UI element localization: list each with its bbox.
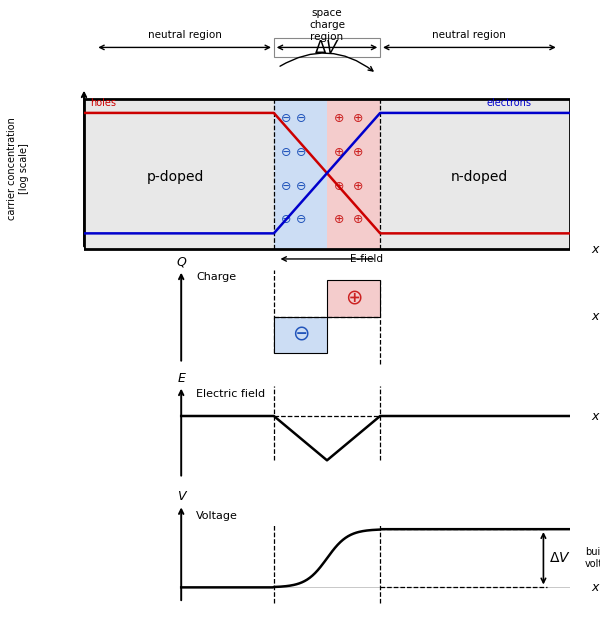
- Text: E: E: [177, 371, 185, 384]
- Text: Electric field: Electric field: [196, 389, 266, 399]
- Text: neutral region: neutral region: [433, 30, 506, 40]
- Text: $\ominus$: $\ominus$: [295, 112, 306, 125]
- Text: $\ominus$: $\ominus$: [280, 213, 291, 227]
- Text: $\ominus$: $\ominus$: [295, 180, 306, 193]
- Text: $\oplus$: $\oplus$: [333, 180, 344, 193]
- Text: $\oplus$: $\oplus$: [345, 288, 362, 308]
- Bar: [274, 39, 380, 57]
- Bar: [327, 99, 380, 249]
- Text: carrier concentration
[log scale]: carrier concentration [log scale]: [7, 117, 29, 220]
- Text: $\ominus$: $\ominus$: [280, 180, 291, 193]
- Text: $\oplus$: $\oplus$: [352, 146, 363, 159]
- Bar: [380, 99, 570, 249]
- Text: p-doped: p-doped: [146, 170, 204, 185]
- Bar: [274, 99, 327, 249]
- Text: electrons: electrons: [487, 98, 532, 108]
- Text: built-in
voltage: built-in voltage: [585, 547, 600, 569]
- FancyArrowPatch shape: [280, 53, 373, 71]
- Text: $\Delta V$: $\Delta V$: [550, 551, 571, 565]
- Text: x: x: [591, 409, 599, 422]
- Text: $\oplus$: $\oplus$: [333, 213, 344, 227]
- Text: Q: Q: [176, 256, 186, 269]
- Text: x: x: [591, 581, 599, 594]
- Text: $\oplus$: $\oplus$: [352, 213, 363, 227]
- Text: V: V: [177, 490, 185, 503]
- Text: $\oplus$: $\oplus$: [333, 146, 344, 159]
- Text: $\oplus$: $\oplus$: [352, 180, 363, 193]
- Text: Voltage: Voltage: [196, 511, 238, 521]
- Text: $\ominus$: $\ominus$: [292, 325, 309, 345]
- Text: $\Delta V$: $\Delta V$: [314, 39, 340, 57]
- Text: $\ominus$: $\ominus$: [295, 213, 306, 227]
- Text: Charge: Charge: [196, 273, 236, 283]
- Text: $\ominus$: $\ominus$: [280, 146, 291, 159]
- Text: space
charge
region: space charge region: [309, 9, 345, 42]
- Text: $\oplus$: $\oplus$: [352, 112, 363, 125]
- Text: $\ominus$: $\ominus$: [295, 146, 306, 159]
- Bar: [84, 99, 274, 249]
- Bar: [84, 99, 570, 249]
- Text: E-field: E-field: [350, 254, 383, 264]
- Text: x: x: [591, 310, 599, 323]
- Text: neutral region: neutral region: [148, 30, 221, 40]
- Text: $\oplus$: $\oplus$: [333, 112, 344, 125]
- Text: n-doped: n-doped: [450, 170, 508, 185]
- Bar: [327, 280, 380, 317]
- Text: x: x: [591, 243, 599, 256]
- Text: $\ominus$: $\ominus$: [280, 112, 291, 125]
- Text: holes: holes: [90, 98, 116, 108]
- Bar: [274, 317, 327, 353]
